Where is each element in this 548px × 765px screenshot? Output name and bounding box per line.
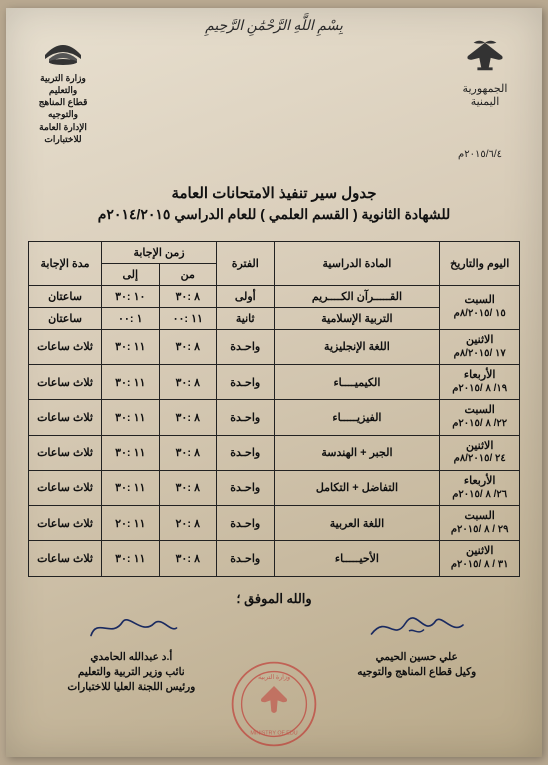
cell-day-date: الأربعاء٢٦/ ٨ /٢٠١٥م [440, 470, 520, 505]
table-row: الأربعاء٢٦/ ٨ /٢٠١٥مالتفاضل + التكاملواح… [29, 470, 520, 505]
cell-subject: الأحيـــــاء [274, 541, 440, 576]
cell-to: ١١ :٣٠ [102, 400, 160, 435]
cell-to: ١١ :٢٠ [102, 506, 160, 541]
col-from: من [159, 263, 217, 285]
cell-day-date: السبت٢٩ / ٨ /٢٠١٥م [440, 506, 520, 541]
title-block: جدول سير تنفيذ الامتحانات العامة للشهادة… [28, 184, 520, 223]
ministry-line1: وزارة التربية والتعليم [28, 72, 98, 96]
cell-to: ١١ :٣٠ [102, 365, 160, 400]
cell-from: ٨ :٣٠ [159, 285, 217, 307]
svg-text:وزارة التربية: وزارة التربية [258, 674, 290, 681]
sign-right-title: وكيل قطاع المناهج والتوجيه [313, 665, 520, 680]
cell-to: ١١ :٣٠ [102, 435, 160, 470]
sign-left-title2: ورئيس اللجنة العليا للاختبارات [28, 680, 235, 695]
bismillah: بِسْمِ اللَّهِ الرَّحْمَٰنِ الرَّحِيمِ [28, 18, 520, 35]
cell-subject: اللغة الإنجليزية [274, 329, 440, 364]
cell-period: واحـدة [217, 435, 275, 470]
signature-right-icon [364, 613, 469, 643]
sign-left-name: أ.د عبدالله الحامدي [28, 650, 235, 665]
sign-left-title1: نائب وزير التربية والتعليم [28, 665, 235, 680]
cell-to: ١١ :٣٠ [102, 541, 160, 576]
cell-to: ١٠ :٣٠ [102, 285, 160, 307]
cell-duration: ثلاث ساعات [29, 329, 102, 364]
svg-text:MINISTRY OF EDU: MINISTRY OF EDU [250, 731, 297, 737]
cell-period: واحـدة [217, 541, 275, 576]
cell-subject: التفاضل + التكامل [274, 470, 440, 505]
document-paper: بِسْمِ اللَّهِ الرَّحْمَٰنِ الرَّحِيمِ ا… [6, 8, 542, 757]
cell-period: واحـدة [217, 400, 275, 435]
cell-day-date: السبت٢٢/ ٨ /٢٠١٥م [440, 400, 520, 435]
cell-period: واحـدة [217, 506, 275, 541]
cell-to: ١ :٠٠ [102, 307, 160, 329]
col-day-date: اليوم والتاريخ [440, 241, 520, 285]
cell-period: واحـدة [217, 329, 275, 364]
cell-duration: ثلاث ساعات [29, 365, 102, 400]
closing-phrase: والله الموفق ؛ [28, 591, 520, 607]
cell-subject: الفيزيـــــاء [274, 400, 440, 435]
ministry-line2: قطاع المناهج والتوجيه [28, 96, 98, 120]
col-period: الفترة [217, 241, 275, 285]
table-row: السبت٢٢/ ٨ /٢٠١٥مالفيزيـــــاءواحـدة٨ :٣… [29, 400, 520, 435]
title-line2: للشهادة الثانوية ( القسم العلمي ) للعام … [28, 206, 520, 223]
table-row: السبت٢٩ / ٨ /٢٠١٥ماللغة العربيةواحـدة٨ :… [29, 506, 520, 541]
table-row: الاثنين٢٤ /٨/٢٠١٥مالجبر + الهندسةواحـدة٨… [29, 435, 520, 470]
cell-duration: ثلاث ساعات [29, 506, 102, 541]
national-emblem-block: الجمهورية اليمنية [450, 37, 520, 108]
cell-duration: ثلاث ساعات [29, 470, 102, 505]
eagle-emblem-icon [456, 37, 514, 75]
signature-right: علي حسين الحيمي وكيل قطاع المناهج والتوج… [313, 613, 520, 680]
official-stamp-icon: وزارة التربية MINISTRY OF EDU [229, 659, 319, 749]
cell-day-date: الأربعاء١٩/ ٨ /٢٠١٥م [440, 365, 520, 400]
cell-duration: ساعتان [29, 307, 102, 329]
sign-right-name: علي حسين الحيمي [313, 650, 520, 665]
cell-to: ١١ :٣٠ [102, 329, 160, 364]
cell-day-date: السبت١٥ /٨/٢٠١٥م [440, 285, 520, 329]
cell-duration: ساعتان [29, 285, 102, 307]
table-row: الاثنين١٧ /٨/٢٠١٥ماللغة الإنجليزيةواحـدة… [29, 329, 520, 364]
cell-from: ٨ :٢٠ [159, 506, 217, 541]
cell-subject: الكيميــــاء [274, 365, 440, 400]
cell-from: ٨ :٣٠ [159, 400, 217, 435]
col-answer-time: زمن الإجابة [102, 241, 217, 263]
table-row: الاثنين٣١ / ٨ /٢٠١٥مالأحيـــــاءواحـدة٨ … [29, 541, 520, 576]
col-to: إلى [102, 263, 160, 285]
cell-duration: ثلاث ساعات [29, 400, 102, 435]
cell-to: ١١ :٣٠ [102, 470, 160, 505]
cell-day-date: الاثنين٣١ / ٨ /٢٠١٥م [440, 541, 520, 576]
table-row: الأربعاء١٩/ ٨ /٢٠١٥مالكيميــــاءواحـدة٨ … [29, 365, 520, 400]
signature-left-icon [79, 613, 184, 643]
header-row: الجمهورية اليمنية وزارة التربية والتعليم… [28, 37, 520, 145]
cell-day-date: الاثنين٢٤ /٨/٢٠١٥م [440, 435, 520, 470]
cell-subject: التربية الإسلامية [274, 307, 440, 329]
cell-duration: ثلاث ساعات [29, 435, 102, 470]
cell-period: واحـدة [217, 365, 275, 400]
col-duration: مدة الإجابة [29, 241, 102, 285]
document-date: ٢٠١٥/٦/٤م [28, 149, 502, 160]
republic-name: الجمهورية اليمنية [450, 82, 520, 108]
cell-day-date: الاثنين١٧ /٨/٢٠١٥م [440, 329, 520, 364]
cell-period: واحـدة [217, 470, 275, 505]
ministry-logo-icon [41, 37, 85, 67]
cell-from: ٨ :٣٠ [159, 329, 217, 364]
title-line1: جدول سير تنفيذ الامتحانات العامة [28, 184, 520, 202]
cell-duration: ثلاث ساعات [29, 541, 102, 576]
exam-schedule-table: اليوم والتاريخ المادة الدراسية الفترة زم… [28, 241, 520, 577]
cell-from: ١١ :٠٠ [159, 307, 217, 329]
cell-from: ٨ :٣٠ [159, 470, 217, 505]
ministry-block: وزارة التربية والتعليم قطاع المناهج والت… [28, 37, 98, 145]
cell-period: أولى [217, 285, 275, 307]
cell-from: ٨ :٣٠ [159, 541, 217, 576]
col-subject: المادة الدراسية [274, 241, 440, 285]
cell-subject: اللغة العربية [274, 506, 440, 541]
cell-subject: القـــــرآن الكــــريم [274, 285, 440, 307]
cell-from: ٨ :٣٠ [159, 435, 217, 470]
table-row: السبت١٥ /٨/٢٠١٥مالقـــــرآن الكــــريمأو… [29, 285, 520, 307]
cell-subject: الجبر + الهندسة [274, 435, 440, 470]
cell-period: ثانية [217, 307, 275, 329]
signature-left: أ.د عبدالله الحامدي نائب وزير التربية وا… [28, 613, 235, 695]
ministry-line3: الإدارة العامة للاختبارات [28, 121, 98, 145]
cell-from: ٨ :٣٠ [159, 365, 217, 400]
